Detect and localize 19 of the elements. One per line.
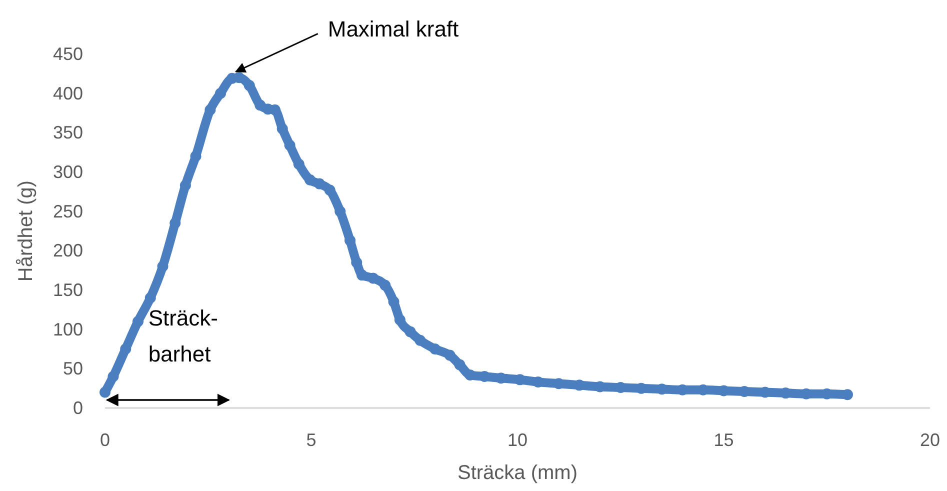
y-tick-label: 0 bbox=[72, 398, 83, 418]
x-axis-title: Sträcka (mm) bbox=[458, 462, 578, 484]
y-tick-label: 400 bbox=[52, 83, 83, 104]
y-tick-label: 100 bbox=[52, 319, 83, 340]
x-tick-label: 5 bbox=[306, 430, 316, 450]
x-tick-label: 20 bbox=[920, 430, 940, 450]
annotation: Maximal kraft bbox=[328, 16, 459, 42]
y-tick-label: 350 bbox=[52, 122, 83, 143]
x-tick-label: 15 bbox=[714, 430, 734, 450]
y-tick-label: 300 bbox=[52, 162, 83, 182]
y-tick-label: 450 bbox=[52, 44, 83, 64]
x-tick-label: 10 bbox=[507, 430, 528, 450]
y-tick-label: 150 bbox=[52, 280, 83, 300]
y-tick-label: 50 bbox=[62, 358, 83, 379]
annotation: Sträck- barhet bbox=[148, 305, 218, 366]
y-axis-title: Hårdhet (g) bbox=[15, 180, 37, 282]
x-tick-label: 0 bbox=[100, 430, 110, 450]
y-tick-label: 200 bbox=[52, 240, 83, 261]
y-tick-label: 250 bbox=[52, 201, 83, 222]
